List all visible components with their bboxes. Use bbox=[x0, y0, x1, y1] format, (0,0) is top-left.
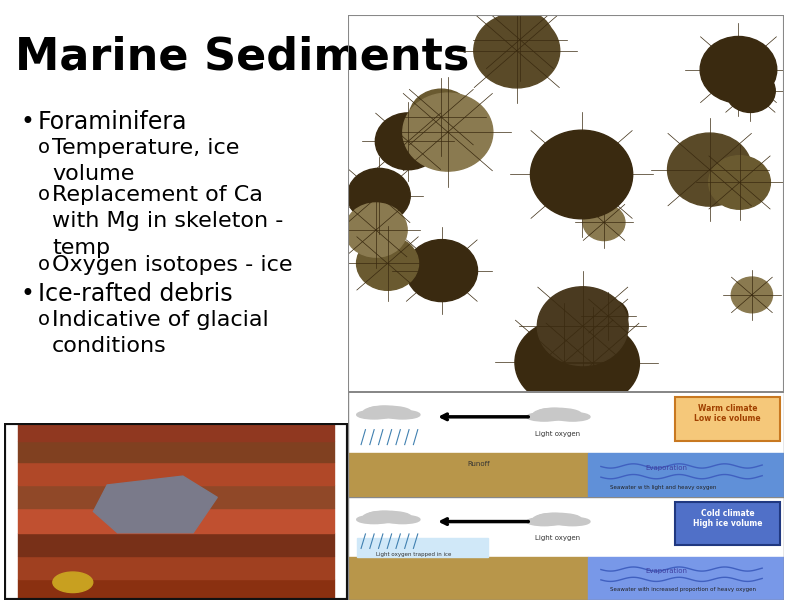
Circle shape bbox=[555, 413, 590, 421]
Circle shape bbox=[347, 169, 410, 223]
Circle shape bbox=[731, 277, 773, 313]
Bar bbox=[18, 485, 334, 508]
Circle shape bbox=[538, 514, 568, 521]
Text: Light oxygen: Light oxygen bbox=[534, 431, 580, 437]
Circle shape bbox=[403, 93, 493, 171]
Circle shape bbox=[357, 236, 418, 290]
FancyBboxPatch shape bbox=[675, 397, 780, 442]
Text: Indicative of glacial
conditions: Indicative of glacial conditions bbox=[52, 310, 269, 356]
Bar bbox=[348, 453, 588, 498]
Text: o: o bbox=[38, 138, 50, 157]
Circle shape bbox=[583, 204, 625, 241]
Text: •: • bbox=[20, 110, 34, 134]
Circle shape bbox=[357, 515, 392, 524]
Circle shape bbox=[546, 323, 639, 404]
Circle shape bbox=[526, 517, 562, 526]
Circle shape bbox=[368, 406, 398, 413]
Circle shape bbox=[530, 130, 633, 219]
Circle shape bbox=[385, 410, 420, 419]
Bar bbox=[18, 533, 334, 556]
Text: •: • bbox=[20, 282, 34, 306]
Text: Warm climate
Low ice volume: Warm climate Low ice volume bbox=[694, 404, 761, 424]
Circle shape bbox=[474, 13, 560, 88]
Circle shape bbox=[53, 572, 93, 593]
Bar bbox=[18, 579, 334, 600]
Text: Seawater with increased proportion of heavy oxygen: Seawater with increased proportion of he… bbox=[610, 587, 755, 592]
Polygon shape bbox=[94, 476, 218, 533]
Text: Evaporation: Evaporation bbox=[646, 465, 687, 471]
Text: Ice-rafted debris: Ice-rafted debris bbox=[38, 282, 233, 306]
Circle shape bbox=[667, 133, 752, 206]
Circle shape bbox=[486, 10, 554, 69]
Circle shape bbox=[406, 239, 478, 302]
Circle shape bbox=[385, 515, 420, 524]
Circle shape bbox=[538, 408, 568, 416]
Circle shape bbox=[363, 406, 411, 418]
Text: o: o bbox=[38, 185, 50, 204]
Circle shape bbox=[555, 517, 590, 526]
Bar bbox=[588, 453, 784, 498]
Circle shape bbox=[534, 408, 582, 420]
Bar bbox=[18, 440, 334, 462]
Text: Light oxygen: Light oxygen bbox=[534, 535, 580, 541]
Text: Cold climate
High ice volume: Cold climate High ice volume bbox=[693, 509, 762, 528]
Text: Foraminifera: Foraminifera bbox=[38, 110, 187, 134]
Circle shape bbox=[357, 410, 392, 419]
Circle shape bbox=[368, 511, 398, 518]
Circle shape bbox=[375, 113, 441, 170]
Bar bbox=[18, 508, 334, 533]
Circle shape bbox=[363, 511, 411, 523]
Bar bbox=[18, 556, 334, 579]
Circle shape bbox=[409, 89, 474, 145]
Text: Runoff: Runoff bbox=[467, 461, 490, 467]
Bar bbox=[588, 557, 784, 600]
Circle shape bbox=[709, 155, 770, 209]
Text: o: o bbox=[38, 310, 50, 329]
Text: Evaporation: Evaporation bbox=[646, 568, 687, 574]
Bar bbox=[18, 423, 334, 440]
Text: Light oxygen trapped in ice: Light oxygen trapped in ice bbox=[376, 552, 451, 557]
Text: Replacement of Ca
with Mg in skeleton -
temp: Replacement of Ca with Mg in skeleton - … bbox=[52, 185, 283, 258]
Circle shape bbox=[345, 203, 407, 257]
Text: Temperature, ice
volume: Temperature, ice volume bbox=[52, 138, 239, 184]
Circle shape bbox=[526, 413, 562, 421]
Circle shape bbox=[515, 320, 614, 405]
Text: Marine Sediments: Marine Sediments bbox=[15, 35, 470, 78]
Bar bbox=[18, 462, 334, 485]
Text: o: o bbox=[38, 255, 50, 274]
FancyBboxPatch shape bbox=[675, 502, 780, 545]
Text: Seawater w th light and heavy oxygen: Seawater w th light and heavy oxygen bbox=[610, 485, 716, 490]
Bar bbox=[348, 557, 588, 600]
Circle shape bbox=[700, 37, 777, 103]
Text: Oxygen isotopes - ice: Oxygen isotopes - ice bbox=[52, 255, 293, 275]
Circle shape bbox=[589, 299, 628, 333]
Circle shape bbox=[534, 514, 582, 524]
Circle shape bbox=[538, 287, 628, 365]
Bar bbox=[357, 538, 487, 557]
Circle shape bbox=[726, 70, 775, 112]
